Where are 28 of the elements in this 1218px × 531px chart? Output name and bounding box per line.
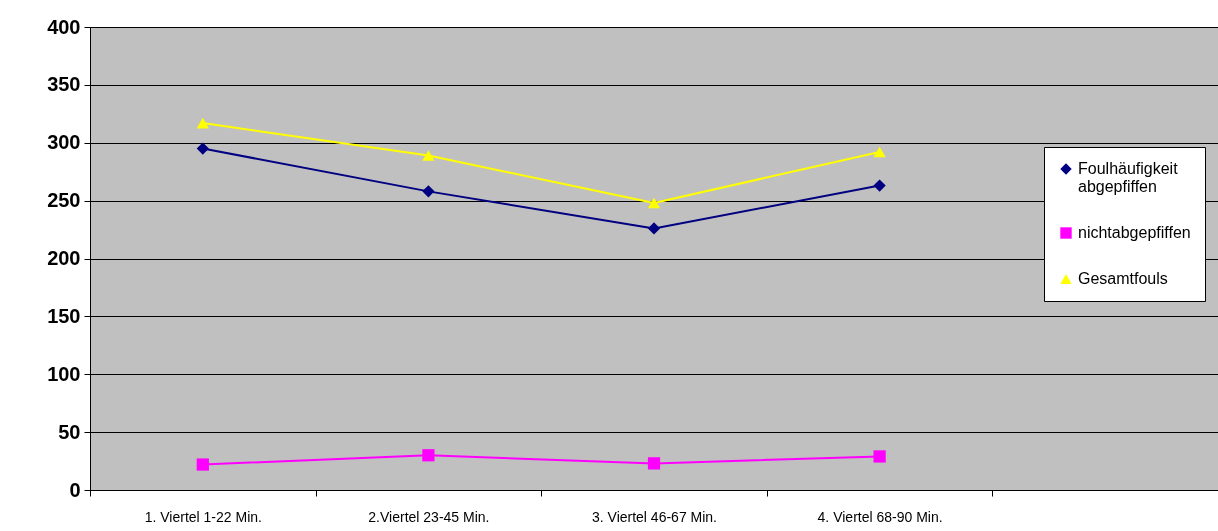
y-tick-label: 50 xyxy=(58,420,81,443)
point xyxy=(873,179,886,192)
y-tick-label: 0 xyxy=(69,478,81,501)
x-tick-label: 3. Viertel 46-67 Min. xyxy=(591,508,718,525)
y-tick-label: 300 xyxy=(47,131,81,154)
y-tick-label: 200 xyxy=(47,247,81,269)
x-tick-label: 4. Viertel 68-90 Min. xyxy=(817,508,943,525)
y-tick-label: 100 xyxy=(47,362,81,385)
point xyxy=(196,142,209,155)
x-tick-label: 1. Viertel 1-22 Min. xyxy=(144,508,262,525)
point xyxy=(647,197,661,209)
point xyxy=(196,458,209,471)
point xyxy=(422,185,435,198)
point xyxy=(647,457,661,470)
point xyxy=(422,449,435,462)
legend-label: Gesamtfouls xyxy=(1078,270,1168,287)
legend-label: Foulhäufigkeit abgepfiffen xyxy=(1078,160,1179,195)
legend-label: nichtabgepfiffen xyxy=(1078,224,1191,241)
y-tick-label: 250 xyxy=(47,189,81,212)
point xyxy=(873,146,886,158)
y-tick-label: 350 xyxy=(47,73,81,96)
point xyxy=(647,222,661,235)
point xyxy=(422,150,435,161)
x-tick-label: 2.Viertel 23-45 Min. xyxy=(368,508,490,525)
point xyxy=(196,117,209,129)
point xyxy=(873,450,886,463)
y-tick-label: 150 xyxy=(47,304,81,327)
y-tick-label: 400 xyxy=(47,15,81,38)
